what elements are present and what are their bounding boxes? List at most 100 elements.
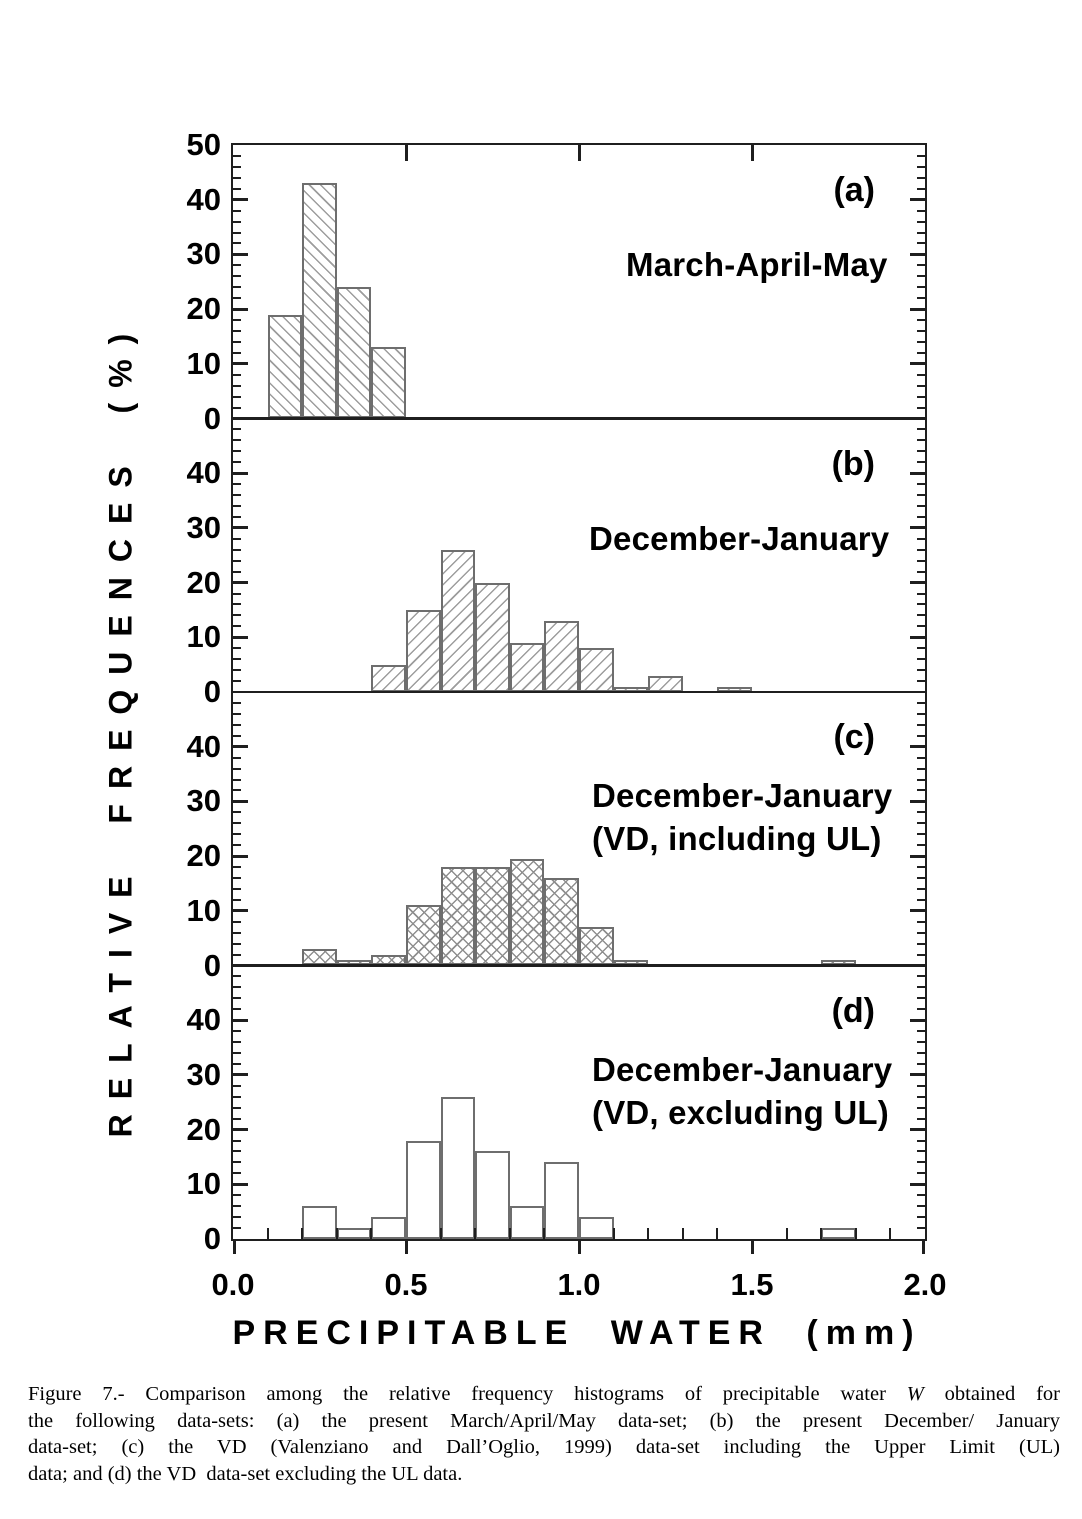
x-minor-tick	[716, 1228, 719, 1239]
y-tick	[233, 789, 241, 792]
y-tick	[917, 494, 925, 497]
y-tick	[233, 231, 241, 234]
y-tick	[917, 920, 925, 923]
panel-annotation-line: (VD, including UL)	[592, 820, 882, 857]
panel-divider	[233, 964, 925, 967]
histogram-bar	[440, 867, 476, 966]
y-tick	[233, 712, 241, 715]
y-tick	[233, 483, 241, 486]
y-tick	[233, 1172, 241, 1175]
y-tick	[233, 209, 241, 212]
x-tick-label: 2.0	[903, 1267, 947, 1302]
x-minor-tick	[681, 1228, 684, 1239]
y-tick-label: 20	[186, 291, 221, 327]
y-tick	[910, 909, 925, 913]
y-tick-label: 0	[203, 674, 221, 709]
y-tick	[233, 833, 241, 836]
y-tick	[917, 1106, 925, 1109]
y-tick	[917, 778, 925, 781]
y-tick	[233, 1194, 241, 1197]
y-tick	[233, 515, 241, 518]
y-tick	[233, 625, 241, 628]
y-tick	[233, 723, 241, 726]
y-tick	[233, 756, 241, 759]
histogram-bar	[440, 549, 476, 692]
y-tick	[917, 450, 925, 453]
y-tick	[233, 701, 241, 704]
x-major-tick	[922, 1239, 925, 1254]
histogram-bar	[509, 642, 545, 692]
x-major-tick	[233, 1239, 236, 1254]
y-tick	[917, 1227, 925, 1230]
y-tick	[910, 635, 925, 639]
y-tick	[233, 329, 241, 332]
y-tick	[917, 319, 925, 322]
y-tick	[233, 198, 248, 202]
y-tick	[233, 526, 248, 530]
y-tick-label: 40	[186, 728, 221, 764]
x-tick-label: 1.0	[557, 1267, 601, 1302]
y-tick	[917, 887, 925, 890]
y-tick	[233, 362, 248, 366]
y-tick-label: 40	[186, 455, 221, 491]
panel-letter: (c)	[833, 718, 875, 756]
y-tick	[233, 494, 241, 497]
panel-annotation-line: December-January	[592, 777, 893, 814]
y-tick	[917, 154, 925, 157]
y-tick	[233, 887, 241, 890]
panel-annotation: December-January (VD, excluding UL)	[592, 1048, 892, 1134]
y-tick	[233, 1227, 241, 1230]
y-tick	[233, 165, 241, 168]
y-tick-label: 30	[186, 509, 221, 545]
y-tick	[233, 252, 248, 256]
x-minor-tick	[612, 1228, 615, 1239]
y-tick	[917, 822, 925, 825]
histogram-bar	[544, 877, 579, 966]
y-tick	[233, 1205, 241, 1208]
y-tick	[917, 712, 925, 715]
panel-divider	[233, 690, 925, 694]
caption-italic-w: W	[906, 1383, 924, 1405]
y-tick	[917, 876, 925, 879]
y-tick	[233, 997, 241, 1000]
caption-line: data; and (d) the VD data-set excluding …	[28, 1461, 1060, 1488]
histogram-bar	[648, 675, 683, 692]
y-tick	[917, 187, 925, 190]
y-tick	[917, 1139, 925, 1142]
y-tick	[917, 220, 925, 223]
y-tick	[233, 154, 241, 157]
y-tick	[917, 789, 925, 792]
y-tick	[917, 723, 925, 726]
y-tick	[917, 1041, 925, 1044]
y-tick	[917, 176, 925, 179]
x-axis-title: PRECIPITABLE WATER (mm)	[232, 1314, 922, 1352]
y-tick	[233, 876, 241, 879]
x-tick-top	[404, 145, 408, 161]
x-minor-tick	[301, 1228, 304, 1239]
y-tick	[917, 264, 925, 267]
x-minor-tick	[647, 1228, 650, 1239]
y-tick	[233, 187, 241, 190]
histogram-bar	[544, 620, 579, 692]
histogram-bar	[302, 949, 337, 966]
x-minor-tick	[370, 1228, 373, 1239]
y-tick	[233, 1041, 241, 1044]
y-tick	[917, 515, 925, 518]
histogram-bar	[371, 664, 406, 692]
y-tick-label: 50	[186, 127, 221, 162]
y-tick	[233, 931, 241, 934]
y-tick-label: 0	[203, 400, 221, 436]
y-tick	[917, 286, 925, 289]
histogram-bar	[579, 1217, 614, 1239]
y-tick	[233, 505, 241, 508]
y-tick	[917, 1062, 925, 1065]
y-tick	[917, 1172, 925, 1175]
y-tick	[233, 559, 241, 562]
y-tick	[233, 297, 241, 300]
y-tick	[233, 854, 248, 858]
y-tick	[233, 614, 241, 617]
y-tick	[233, 844, 241, 847]
y-tick	[233, 778, 241, 781]
y-tick	[233, 570, 241, 573]
